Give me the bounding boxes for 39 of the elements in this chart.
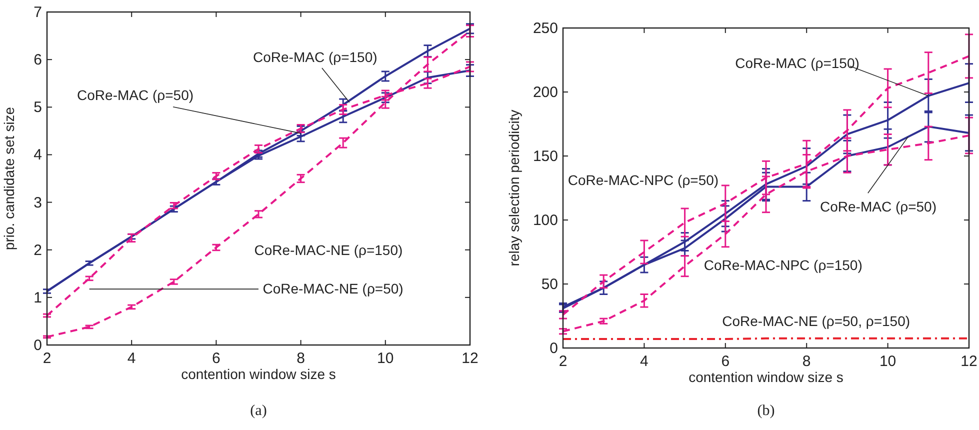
- x-tick-label: 4: [127, 350, 136, 367]
- x-tick-label: 6: [721, 353, 730, 370]
- y-tick-label: 200: [532, 84, 558, 101]
- y-tick-label: 1: [34, 289, 42, 306]
- x-tick-label: 6: [212, 350, 220, 367]
- text: (a): [250, 403, 267, 419]
- y-axis-title: relay selection periodicity: [506, 110, 522, 266]
- annotation: CoRe-MAC (ρ=50): [820, 198, 936, 215]
- annotation: CoRe-MAC-NE (ρ=150): [254, 242, 403, 258]
- y-tick-label: 5: [34, 99, 42, 116]
- x-tick-label: 10: [879, 353, 896, 370]
- y-axis-title: prio. candidate set size: [1, 106, 17, 250]
- x-tick-label: 4: [640, 353, 648, 370]
- y-tick-label: 250: [532, 20, 558, 37]
- text: (b): [757, 403, 775, 419]
- annotation: CoRe-MAC-NE (ρ=50, ρ=150): [722, 312, 910, 329]
- x-tick-label: 8: [802, 353, 811, 370]
- y-tick-label: 7: [34, 4, 42, 21]
- x-tick-label: 10: [377, 350, 394, 367]
- annotation: CoRe-MAC-NE (ρ=50): [262, 280, 404, 296]
- x-tick-label: 8: [296, 350, 305, 367]
- x-axis-title: contention window size s: [181, 366, 336, 382]
- y-tick-label: 6: [34, 52, 42, 69]
- y-tick-label: 0: [34, 337, 42, 354]
- y-tick-label: 3: [34, 194, 42, 212]
- annotation: CoRe-MAC-NPC (ρ=150): [704, 256, 862, 273]
- y-tick-label: 0: [550, 340, 558, 357]
- y-tick-label: 150: [532, 148, 558, 165]
- annotation: CoRe-MAC (ρ=150): [735, 55, 860, 71]
- y-tick-label: 2: [34, 242, 42, 259]
- annotation: CoRe-MAC-NPC (ρ=50): [568, 172, 719, 188]
- x-tick-label: 12: [462, 350, 478, 367]
- x-axis-title: contention window size s: [688, 369, 844, 385]
- annotation: CoRe-MAC (ρ=150): [253, 48, 378, 65]
- y-tick-label: 50: [541, 276, 558, 293]
- annotation: CoRe-MAC (ρ=50): [77, 86, 194, 103]
- y-tick-label: 100: [532, 212, 558, 229]
- x-tick-label: 12: [960, 353, 978, 370]
- y-tick-label: 4: [34, 146, 42, 164]
